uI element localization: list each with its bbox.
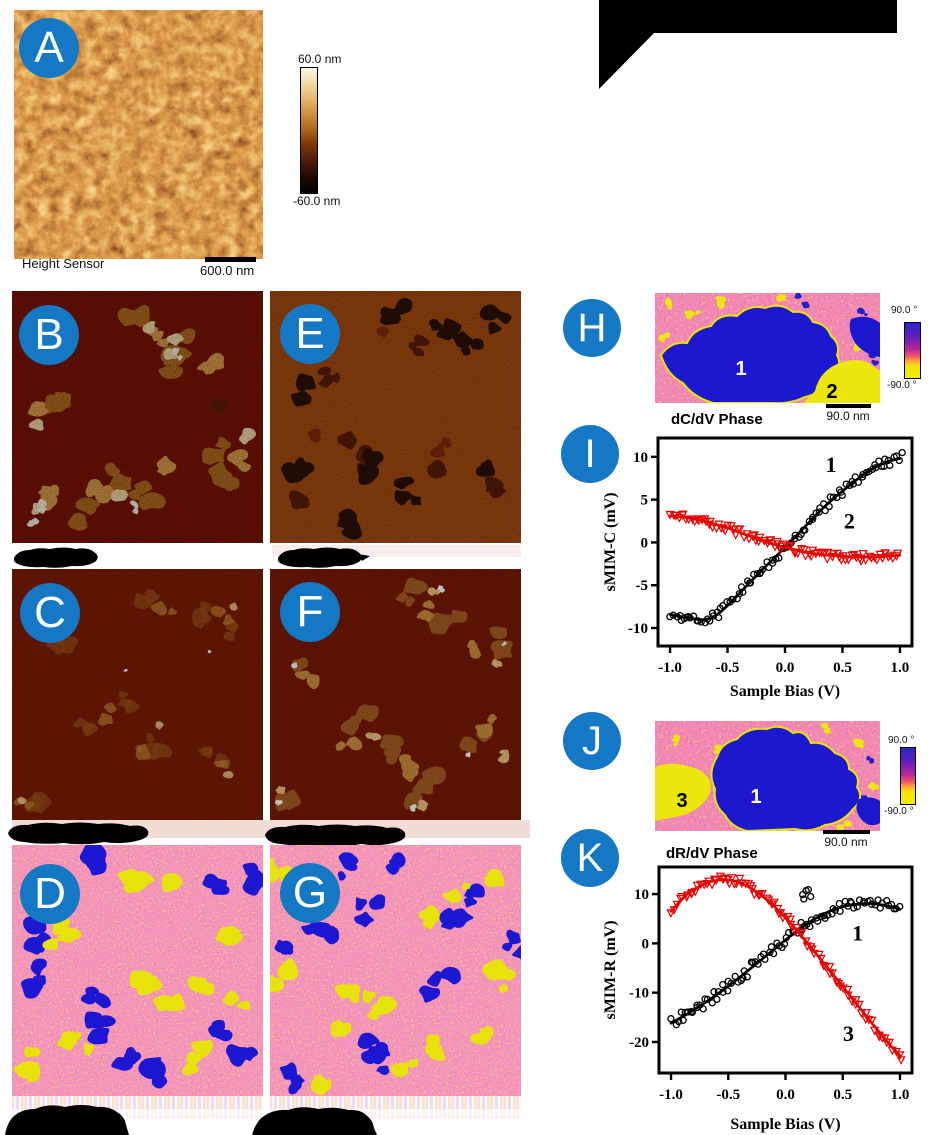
svg-text:5: 5 (641, 493, 649, 509)
J-region-blue-right (856, 797, 880, 826)
H-region-label-2: 2 (826, 381, 837, 403)
panel-C-afm-image (12, 569, 263, 820)
svg-text:Sample Bias (V): Sample Bias (V) (730, 1116, 840, 1133)
panel-E-afm-image (270, 291, 521, 543)
panel-D-badge: D (20, 864, 80, 924)
panel-B-badge: B (19, 305, 79, 365)
panel-A-scalebar (205, 257, 256, 262)
svg-text:-10: -10 (628, 621, 648, 637)
panel-A-colorbar-max: 60.0 nm (298, 52, 342, 66)
svg-text:-0.5: -0.5 (716, 1087, 740, 1103)
redacted-label-C (8, 822, 149, 845)
svg-text:10: 10 (634, 887, 649, 903)
svg-text:0: 0 (641, 535, 649, 551)
panel-K-letter: K (576, 835, 604, 880)
panel-J-letter: J (582, 718, 602, 763)
panel-F-letter: F (296, 587, 324, 636)
panel-H-scalebar-label: 90.0 nm (826, 409, 870, 423)
panel-A-scalebar-label: 600.0 nm (200, 263, 255, 278)
panel-C-letter: C (34, 588, 66, 637)
panel-G-letter: G (292, 868, 328, 917)
svg-text:sMIM-C (mV): sMIM-C (mV) (602, 492, 619, 591)
panel-G-badge: G (280, 863, 340, 923)
svg-text:1: 1 (852, 920, 863, 945)
panel-K-chart: -1.0 -0.5 0.0 0.5 1.0 10 0 -10 -20 Sample Bias (V… (602, 865, 914, 1133)
panel-J-title: dR/dV Phase (666, 845, 758, 862)
svg-text:-0.5: -0.5 (716, 660, 740, 676)
svg-text:0.0: 0.0 (776, 660, 795, 676)
redacted-label-G (252, 1107, 377, 1135)
panel-A-caption: Height Sensor (22, 256, 105, 271)
panel-D-letter: D (34, 869, 66, 918)
streak-band-G-fade (270, 1109, 521, 1119)
streak-band-G (270, 1096, 521, 1109)
svg-text:1.0: 1.0 (891, 660, 910, 676)
streak-band-D-fade (12, 1109, 263, 1119)
svg-text:1: 1 (825, 452, 836, 477)
panel-J-phase-image: 3 1 (655, 721, 880, 831)
panel-H-scalebar (826, 404, 871, 408)
svg-text:-5: -5 (636, 578, 649, 594)
redacted-label-F (265, 824, 406, 847)
panel-H-colorbar (904, 322, 921, 379)
redacted-label-D (5, 1105, 129, 1135)
svg-text:2: 2 (844, 509, 855, 534)
panel-H-phase-image: 1 2 (655, 293, 880, 403)
redacted-label-E (277, 547, 370, 568)
svg-text:0.0: 0.0 (776, 1087, 795, 1103)
svg-text:3: 3 (843, 1021, 854, 1046)
redacted-label-B (13, 547, 98, 568)
panel-I-letter: I (584, 431, 596, 476)
panel-I-badge: I (561, 425, 619, 483)
panel-K-badge: K (561, 829, 619, 887)
panel-H-colorbar-min: -90.0 ° (887, 380, 917, 391)
svg-text:Sample Bias (V): Sample Bias (V) (730, 683, 840, 700)
svg-text:-10: -10 (629, 986, 649, 1002)
panel-H-title: dC/dV Phase (671, 411, 763, 428)
panel-A-colorbar (300, 67, 318, 194)
panel-A-colorbar-min: -60.0 nm (293, 194, 341, 208)
panel-J-scalebar (823, 830, 870, 834)
svg-text:-1.0: -1.0 (658, 660, 682, 676)
panel-H-badge: H (563, 299, 621, 357)
svg-text:-20: -20 (629, 1035, 649, 1051)
H-region-label-1: 1 (735, 358, 746, 380)
panel-I-chart: -1.0 -0.5 0.0 0.5 1.0 10 5 0 -5 -10 Sample Bias (V… (602, 436, 914, 700)
svg-text:0.5: 0.5 (833, 1087, 852, 1103)
svg-text:1.0: 1.0 (891, 1087, 910, 1103)
svg-text:0.5: 0.5 (833, 660, 852, 676)
panel-J-colorbar (900, 747, 916, 805)
panel-E-letter: E (295, 309, 325, 358)
J-region-blue-main (710, 725, 862, 831)
H-region-blue-right (849, 316, 880, 357)
panel-F-badge: F (280, 582, 340, 642)
H-region-yellow (803, 359, 880, 403)
panel-J-badge: J (563, 712, 621, 770)
panel-B-letter: B (34, 310, 64, 359)
panel-A-letter: A (34, 23, 64, 72)
panel-J-colorbar-max: 90.0 ° (888, 735, 915, 746)
panel-J-colorbar-min: -90.0 ° (884, 806, 914, 817)
panel-A-badge: A (19, 18, 79, 78)
J-region-label-3: 3 (676, 790, 687, 812)
panel-H-letter: H (577, 305, 607, 350)
redacted-banner-top-right (599, 0, 897, 89)
J-region-yellow (655, 763, 711, 821)
svg-text:-1.0: -1.0 (659, 1087, 683, 1103)
J-region-label-1: 1 (750, 786, 761, 808)
panel-C-badge: C (20, 583, 80, 643)
panel-E-badge: E (280, 304, 340, 364)
svg-text:0: 0 (642, 936, 650, 952)
svg-text:sMIM-R (mV): sMIM-R (mV) (602, 920, 619, 1019)
panel-J-scalebar-label: 90.0 nm (824, 835, 868, 849)
panel-H-colorbar-max: 90.0 ° (891, 305, 918, 316)
svg-text:10: 10 (633, 450, 648, 466)
H-region-blue-main (659, 304, 841, 403)
